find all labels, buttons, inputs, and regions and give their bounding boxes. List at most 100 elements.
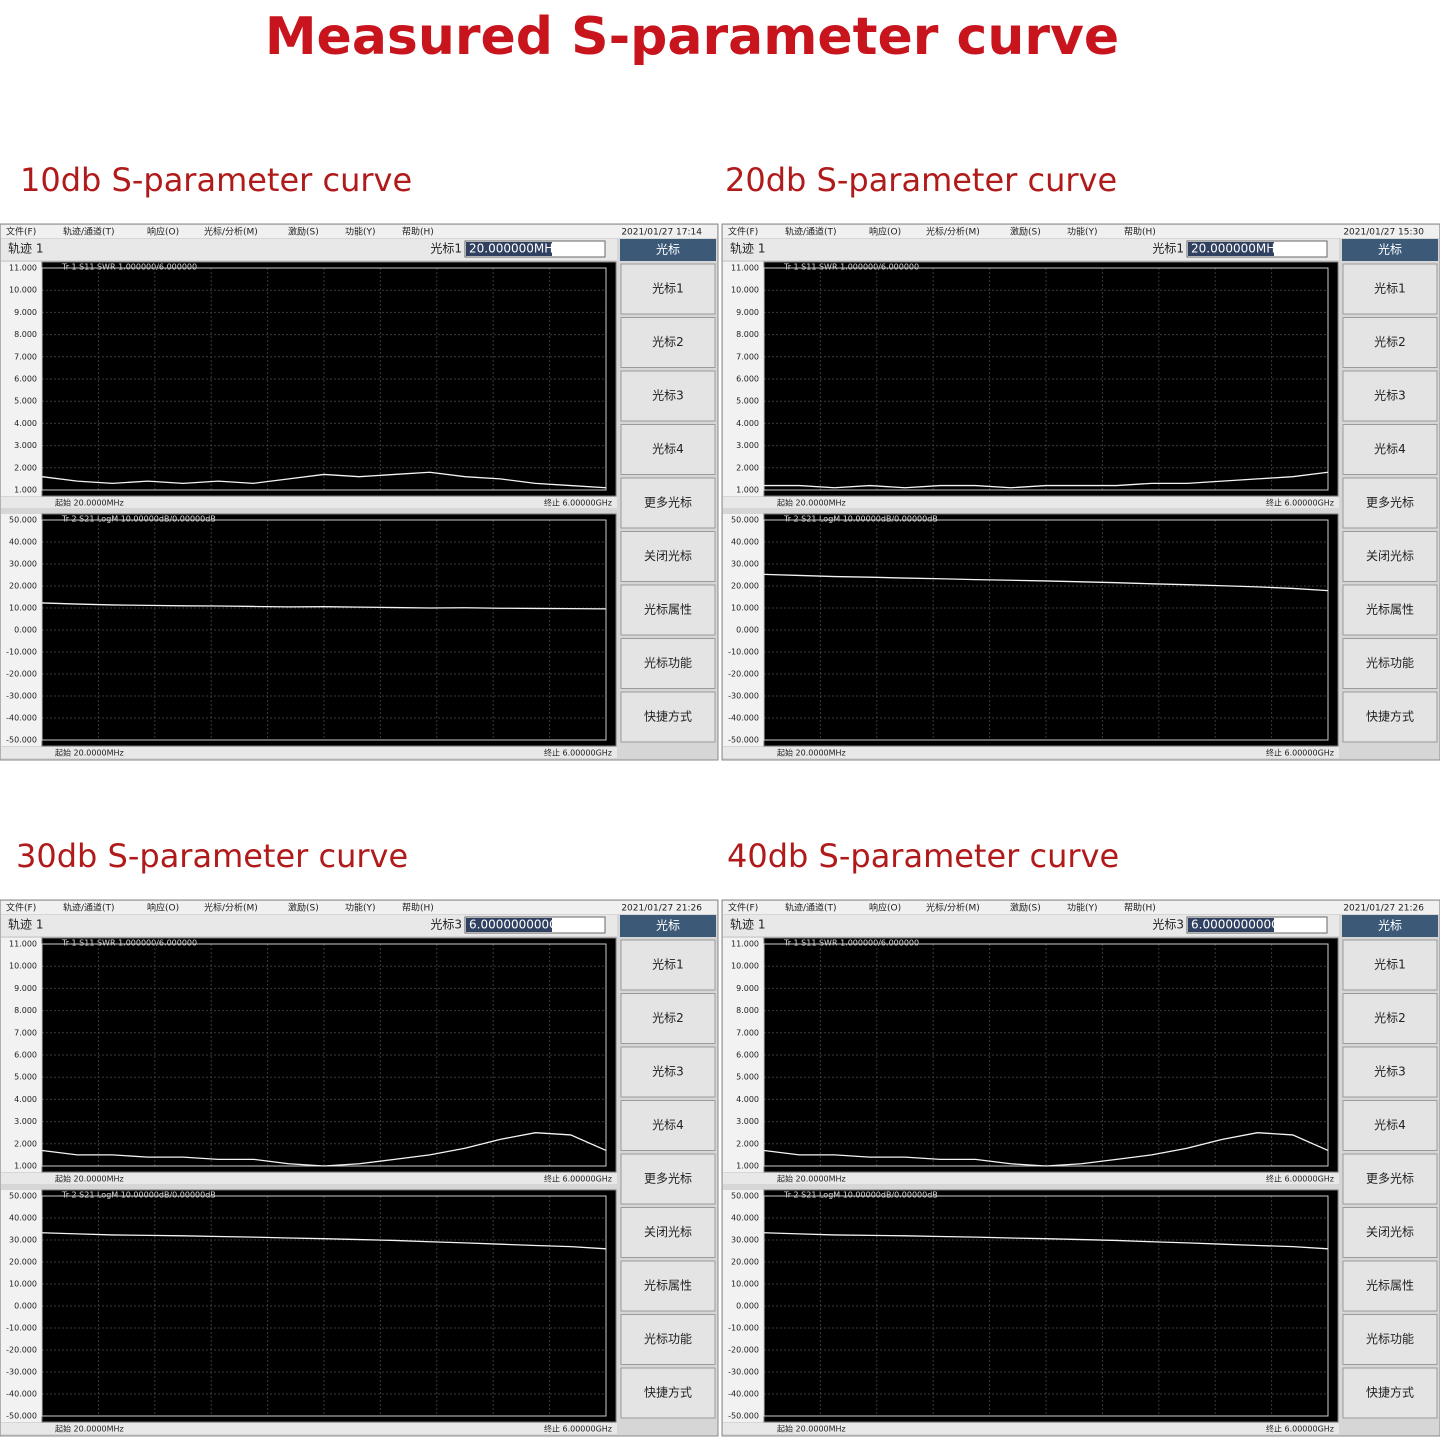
softkey[interactable] [1342,1367,1438,1419]
softkey-label[interactable]: 光标3 [1374,389,1406,403]
softkey[interactable] [620,1314,716,1365]
menu-item[interactable]: 轨迹/通道(T) [785,226,837,238]
menu-item[interactable]: 帮助(H) [1124,226,1156,238]
marker-input[interactable]: 6.000000000GHz [1191,918,1296,932]
softkey-label[interactable]: 关闭光标 [644,1225,692,1239]
softkey-label[interactable]: 光标2 [1374,1011,1406,1025]
menu-item[interactable]: 光标/分析(M) [926,226,980,238]
softkey[interactable] [620,477,716,529]
menu-item[interactable]: 激励(S) [1010,902,1041,914]
softkey-label[interactable]: 光标属性 [1366,1279,1414,1293]
softkey-label[interactable]: 关闭光标 [1366,1225,1414,1239]
softkey[interactable] [1342,691,1438,743]
softkey[interactable] [620,317,716,368]
softkey[interactable] [620,531,716,582]
softkey-label[interactable]: 光标4 [1374,442,1406,456]
softkey[interactable] [620,1207,716,1258]
softkey-label[interactable]: 光标1 [652,282,684,296]
softkey-label[interactable]: 快捷方式 [644,1385,692,1400]
softkey-label[interactable]: 光标属性 [644,1279,692,1293]
softkey-label[interactable]: 光标1 [1374,282,1406,296]
menu-item[interactable]: 光标/分析(M) [926,902,980,914]
softkey[interactable] [620,1046,716,1098]
menu-item[interactable]: 文件(F) [6,226,36,238]
softkey[interactable] [620,993,716,1044]
menu-item[interactable]: 光标/分析(M) [204,226,258,238]
menu-item[interactable]: 功能(Y) [345,226,376,238]
softkey-label[interactable]: 光标功能 [1366,656,1414,670]
marker-input[interactable]: 20.000000MHz [1191,242,1282,256]
softkey[interactable] [1342,370,1438,422]
softkey-label[interactable]: 光标3 [652,389,684,403]
softkey[interactable] [1342,531,1438,582]
menu-item[interactable]: 激励(S) [288,226,319,238]
softkey[interactable] [1342,1153,1438,1205]
marker-input[interactable]: 6.000000000GHz [469,918,574,932]
softkey[interactable] [620,263,716,315]
softkey-label[interactable]: 更多光标 [1366,1172,1414,1186]
softkey[interactable] [1342,1100,1438,1151]
menu-item[interactable]: 响应(O) [147,902,179,914]
softkey[interactable] [620,939,716,991]
softkey-label[interactable]: 光标功能 [1366,1332,1414,1346]
menu-item[interactable]: 轨迹/通道(T) [63,226,115,238]
softkey[interactable] [620,424,716,475]
softkey-label[interactable]: 光标属性 [644,603,692,617]
menu-item[interactable]: 文件(F) [728,902,758,914]
softkey[interactable] [1342,1314,1438,1365]
softkey[interactable] [1342,1207,1438,1258]
softkey-label[interactable]: 更多光标 [644,496,692,510]
menu-item[interactable]: 轨迹/通道(T) [785,902,837,914]
softkey[interactable] [620,1260,716,1312]
menu-item[interactable]: 功能(Y) [345,902,376,914]
softkey-label[interactable]: 光标功能 [644,1332,692,1346]
menu-item[interactable]: 帮助(H) [402,226,434,238]
softkey-label[interactable]: 光标属性 [1366,603,1414,617]
softkey[interactable] [1342,477,1438,529]
menu-item[interactable]: 帮助(H) [1124,902,1156,914]
softkey-label[interactable]: 快捷方式 [644,709,692,724]
softkey-label[interactable]: 光标2 [1374,335,1406,349]
menu-item[interactable]: 光标/分析(M) [204,902,258,914]
softkey[interactable] [620,1100,716,1151]
softkey-label[interactable]: 关闭光标 [644,549,692,563]
softkey-label[interactable]: 光标1 [652,958,684,972]
softkey[interactable] [1342,317,1438,368]
menu-item[interactable]: 激励(S) [1010,226,1041,238]
softkey-label[interactable]: 光标3 [652,1065,684,1079]
marker-input[interactable]: 20.000000MHz [469,242,560,256]
softkey[interactable] [1342,638,1438,689]
softkey-label[interactable]: 快捷方式 [1366,709,1414,724]
softkey[interactable] [620,1153,716,1205]
softkey[interactable] [1342,1260,1438,1312]
softkey-label[interactable]: 快捷方式 [1366,1385,1414,1400]
softkey[interactable] [1342,939,1438,991]
menu-item[interactable]: 响应(O) [869,226,901,238]
softkey-label[interactable]: 光标4 [652,1118,684,1132]
menu-item[interactable]: 功能(Y) [1067,902,1098,914]
menu-item[interactable]: 响应(O) [869,902,901,914]
menu-item[interactable]: 轨迹/通道(T) [63,902,115,914]
softkey-label[interactable]: 光标功能 [644,656,692,670]
softkey-label[interactable]: 光标2 [652,1011,684,1025]
menu-item[interactable]: 激励(S) [288,902,319,914]
menu-item[interactable]: 文件(F) [6,902,36,914]
softkey[interactable] [620,691,716,743]
softkey-label[interactable]: 光标4 [652,442,684,456]
softkey[interactable] [620,1367,716,1419]
softkey-label[interactable]: 更多光标 [644,1172,692,1186]
softkey[interactable] [1342,424,1438,475]
softkey[interactable] [620,638,716,689]
softkey-label[interactable]: 关闭光标 [1366,549,1414,563]
softkey[interactable] [1342,1046,1438,1098]
softkey[interactable] [1342,993,1438,1044]
menu-item[interactable]: 文件(F) [728,226,758,238]
menu-item[interactable]: 功能(Y) [1067,226,1098,238]
softkey-label[interactable]: 光标1 [1374,958,1406,972]
softkey-label[interactable]: 光标2 [652,335,684,349]
softkey-label[interactable]: 光标3 [1374,1065,1406,1079]
softkey[interactable] [1342,584,1438,636]
softkey-label[interactable]: 更多光标 [1366,496,1414,510]
softkey-label[interactable]: 光标4 [1374,1118,1406,1132]
softkey[interactable] [1342,263,1438,315]
